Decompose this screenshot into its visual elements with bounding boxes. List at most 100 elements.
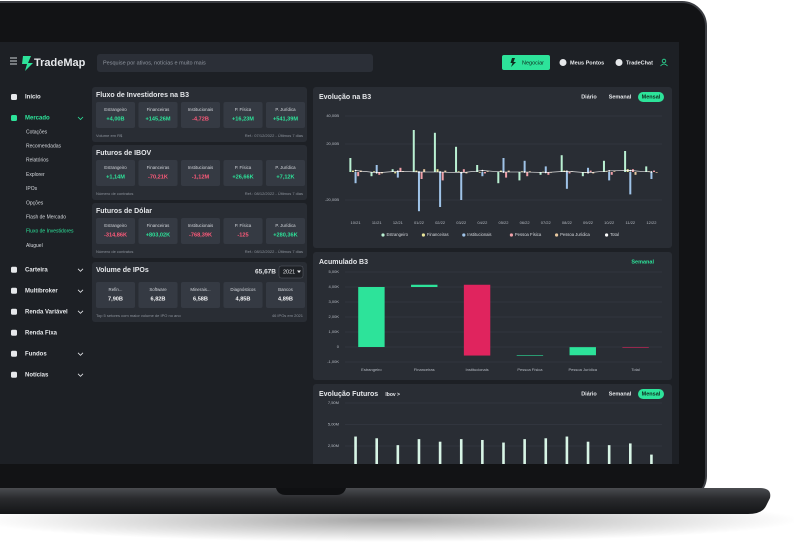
bar <box>650 172 653 179</box>
total-point <box>481 169 484 172</box>
search-placeholder: Pesquise por ativos, notícias e muito ma… <box>103 60 206 66</box>
tile-label: Institucionais <box>188 165 214 170</box>
x-tick-label: Pessoa Física <box>517 367 543 372</box>
nav-subitem[interactable]: Fluxo de Investidores <box>26 229 74 235</box>
bar <box>370 172 373 177</box>
tile-value: -4,72B <box>192 116 209 122</box>
bar <box>394 172 397 174</box>
nav-icon <box>11 115 17 121</box>
chart-tab-active[interactable] <box>638 389 664 399</box>
nav-item[interactable]: Renda Fixa <box>25 330 58 336</box>
nav-subitem[interactable]: IPOs <box>26 186 38 192</box>
tile-value: 6,82B <box>151 296 166 302</box>
user-icon <box>660 63 668 67</box>
bar <box>499 170 502 172</box>
laptop-notch <box>276 488 346 495</box>
chat-link[interactable]: TradeChat <box>626 60 653 66</box>
x-tick-label: 05/22 <box>498 220 509 225</box>
chart-tab[interactable]: Diário <box>581 94 597 100</box>
nav-item[interactable]: Multibroker <box>25 288 58 294</box>
tile-value: +541,39M <box>273 116 298 122</box>
total-point <box>502 171 505 173</box>
tile <box>181 160 220 186</box>
bar <box>373 171 376 172</box>
bar <box>486 171 489 172</box>
bar <box>375 165 378 172</box>
nav-subitem[interactable]: Aluguel <box>26 243 43 249</box>
nav-subitem[interactable]: Explorer <box>26 172 45 178</box>
year-select-label: 2021 <box>283 269 295 275</box>
bar <box>497 172 500 184</box>
x-tick-label: 08/22 <box>562 220 573 225</box>
chart-subtitle[interactable]: Ibov > <box>385 392 400 398</box>
bar <box>634 172 637 175</box>
search-box[interactable] <box>97 54 373 72</box>
chart-tab[interactable]: Semanal <box>609 391 632 397</box>
x-tick-label: 11/22 <box>625 220 635 225</box>
nav-item[interactable]: Notícias <box>25 372 49 378</box>
nav-chevron <box>77 289 84 293</box>
bar <box>547 172 550 175</box>
x-tick-label: Pessoa Jurídica <box>569 367 598 372</box>
nav-subitem[interactable]: Opções <box>26 200 44 206</box>
bar <box>523 439 526 464</box>
chart-tab[interactable]: Diário <box>581 391 597 397</box>
nav-item[interactable]: Renda Variável <box>25 309 68 315</box>
legend-label: Total <box>610 232 619 237</box>
bar <box>523 160 526 172</box>
total-point <box>418 171 420 173</box>
nav-item[interactable]: Início <box>25 95 41 101</box>
nav-item[interactable]: Carteira <box>25 267 48 273</box>
bar <box>629 172 632 195</box>
tile-value: 4,85B <box>236 296 251 302</box>
bar <box>518 172 521 181</box>
tile <box>223 102 263 128</box>
card-note: Número de contratos <box>96 249 133 254</box>
tile-value: -125 <box>237 232 248 238</box>
legend-swatch <box>421 233 425 237</box>
bar <box>645 166 648 172</box>
chart-tab-active[interactable] <box>638 92 664 102</box>
x-tick-label: Institucionais <box>466 367 489 372</box>
bar <box>587 167 590 172</box>
bar <box>653 170 656 172</box>
bar <box>433 132 436 172</box>
x-tick-label: 12/22 <box>646 220 657 225</box>
tile <box>138 102 178 128</box>
tile-label: P. Física <box>235 107 252 112</box>
logo: TradeMap <box>34 57 86 69</box>
tile-value: 4,89B <box>278 296 293 302</box>
tile-value: +280,36K <box>273 232 297 238</box>
legend-swatch <box>381 233 385 237</box>
bar <box>502 158 505 172</box>
total-point <box>544 171 547 174</box>
tile-value: -768,39K <box>189 232 212 238</box>
chart-tab[interactable]: Mensal <box>642 94 661 100</box>
bar <box>613 171 616 172</box>
bar <box>460 172 463 200</box>
year-select[interactable] <box>278 265 304 279</box>
tile-value: 7,90B <box>108 296 123 302</box>
tile <box>181 282 220 308</box>
nav-subitem[interactable]: Flash de Mercado <box>26 215 66 221</box>
nav-subitem[interactable]: Cotações <box>26 129 48 135</box>
y-tick-label: 4,00K <box>329 284 340 289</box>
card-note: Volume em R$ <box>96 133 123 138</box>
nav-item[interactable]: Fundos <box>25 351 47 357</box>
points-link[interactable]: Meus Pontos <box>570 60 604 66</box>
chart-tab[interactable]: Semanal <box>609 94 632 100</box>
nav-subitem[interactable]: Recomendadas <box>26 144 62 150</box>
chart-tab[interactable]: Semanal <box>631 259 654 265</box>
nav-subitem[interactable]: Relatórios <box>26 158 49 164</box>
chart-tab[interactable]: Mensal <box>642 391 661 397</box>
x-tick-label: 10/22 <box>604 220 615 225</box>
tile <box>138 160 178 186</box>
tile-label: P. Jurídica <box>275 165 296 170</box>
chart-title: Evolução Futuros <box>319 391 378 398</box>
card-ref: Ref.: 08/12/2022 - Últimos 7 dias <box>245 191 303 196</box>
nav-item[interactable]: Mercado <box>25 116 50 122</box>
total-point <box>587 171 589 174</box>
y-tick-label: 40,00B <box>326 113 339 118</box>
tile <box>96 102 135 128</box>
bar <box>354 436 357 464</box>
